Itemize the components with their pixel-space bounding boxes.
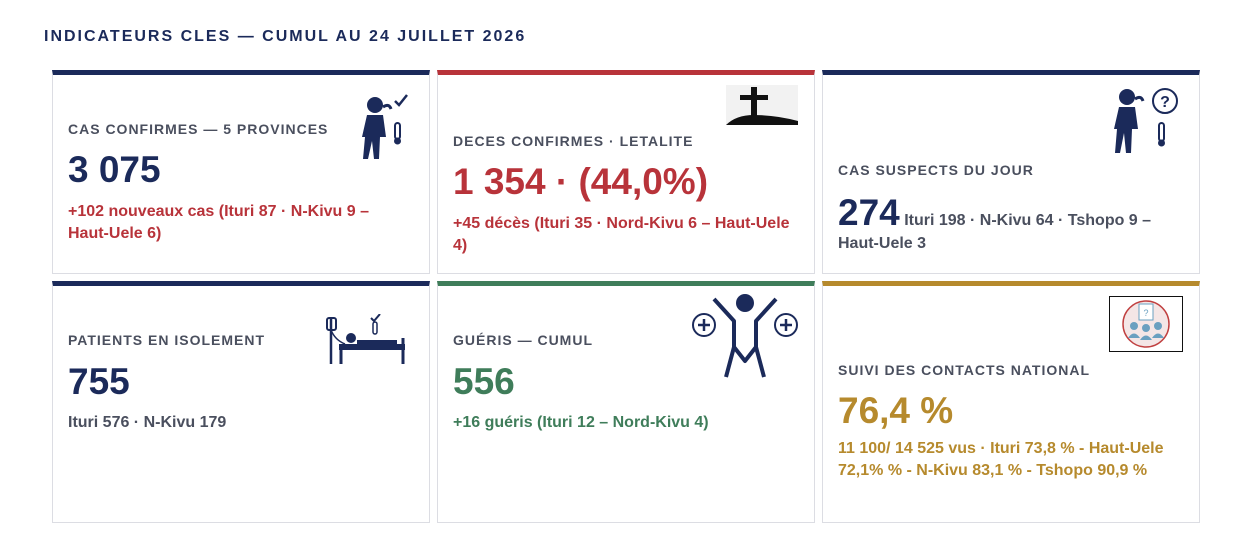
card-confirmed-deaths: DECES CONFIRMES · LETALITE 1 354 · (44,0… xyxy=(437,70,815,274)
card-value-row: 274 Ituri 198 · N-Kivu 64 · Tshopo 9 – H… xyxy=(838,193,1188,255)
card-label: CAS CONFIRMES — 5 PROVINCES xyxy=(68,121,329,137)
card-value: 3 075 xyxy=(68,149,161,190)
svg-text:?: ? xyxy=(1160,94,1170,111)
sick-person-thermometer-icon xyxy=(362,94,408,159)
card-value: 755 xyxy=(68,361,130,402)
card-detail: +45 décès (Ituri 35 · Nord-Kivu 6 – Haut… xyxy=(453,215,790,254)
card-detail: Ituri 198 · N-Kivu 64 · Tshopo 9 – Haut-… xyxy=(838,212,1152,252)
card-label: DECES CONFIRMES · LETALITE xyxy=(453,133,694,149)
recovered-person-icon xyxy=(692,294,798,378)
card-value: 556 xyxy=(453,361,515,402)
card-suspected-cases: CAS SUSPECTS DU JOUR 274 Ituri 198 · N-K… xyxy=(822,70,1200,274)
card-label: PATIENTS EN ISOLEMENT xyxy=(68,332,266,348)
card-confirmed-cases: CAS CONFIRMES — 5 PROVINCES 3 075 +102 n… xyxy=(52,70,430,274)
svg-text:?: ? xyxy=(1143,308,1148,318)
card-label: SUIVI DES CONTACTS NATIONAL xyxy=(838,362,1091,378)
grave-cross-icon xyxy=(726,85,798,125)
patient-bed-iv-icon xyxy=(326,314,405,364)
card-value: 76,4 % xyxy=(838,390,954,431)
contact-tracing-group-icon: ? xyxy=(1109,296,1183,352)
card-detail: +16 guéris (Ituri 12 – Nord-Kivu 4) xyxy=(453,414,709,431)
card-detail: Ituri 576 · N-Kivu 179 xyxy=(68,414,227,431)
page-title: INDICATEURS CLES — CUMUL AU 24 JUILLET 2… xyxy=(44,28,527,45)
card-value: 1 354 · (44,0%) xyxy=(453,161,709,202)
card-isolation-patients: PATIENTS EN ISOLEMENT 755 Ituri 576 · N-… xyxy=(52,281,430,523)
card-label: GUÉRIS — CUMUL xyxy=(453,332,593,348)
card-label: CAS SUSPECTS DU JOUR xyxy=(838,162,1034,178)
card-detail: 11 100/ 14 525 vus · Ituri 73,8 % - Haut… xyxy=(838,440,1164,479)
card-detail: +102 nouveaux cas (Ituri 87 · N-Kivu 9 –… xyxy=(68,203,370,242)
card-contact-tracing: SUIVI DES CONTACTS NATIONAL 76,4 % 11 10… xyxy=(822,281,1200,523)
card-value: 274 xyxy=(838,192,900,233)
suspect-person-question-icon: ? xyxy=(1114,88,1178,153)
card-recovered: GUÉRIS — CUMUL 556 +16 guéris (Ituri 12 … xyxy=(437,281,815,523)
